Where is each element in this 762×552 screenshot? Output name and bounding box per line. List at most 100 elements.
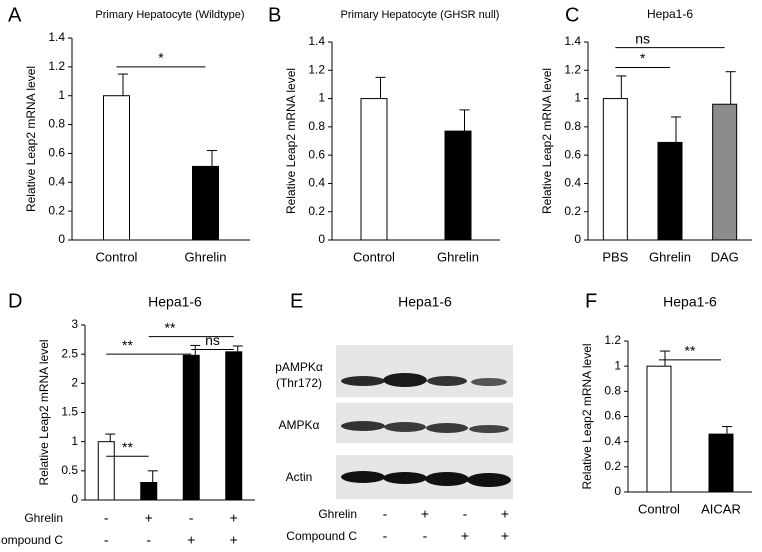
y-tick-label: 0.6 xyxy=(308,147,325,161)
panel-letter: B xyxy=(268,4,281,26)
significance-label: ns xyxy=(635,30,650,46)
bar xyxy=(657,141,683,241)
panel-title: Hepa1-6 xyxy=(663,294,717,310)
y-tick-label: 1.4 xyxy=(48,30,65,44)
y-tick-label: 1.2 xyxy=(564,62,581,76)
significance-label: ** xyxy=(122,439,133,455)
x-tick-label: PBS xyxy=(602,249,628,264)
y-tick-label: 0 xyxy=(318,232,325,246)
y-tick-label: 0.8 xyxy=(48,117,65,131)
y-tick-label: 1 xyxy=(318,91,325,105)
treatment-label: Ghrelin xyxy=(24,511,63,525)
y-tick-label: 0.6 xyxy=(564,147,581,161)
y-tick-label: 0.8 xyxy=(564,119,581,133)
bar xyxy=(225,351,243,501)
significance-label: ns xyxy=(205,332,220,348)
blot-row-label: Actin xyxy=(286,470,313,484)
y-tick-label: 0 xyxy=(574,232,581,246)
treatment-sign: - xyxy=(146,532,151,548)
bar xyxy=(646,365,672,493)
y-axis-label: Relative Leap2 mRNA level xyxy=(24,66,38,212)
significance-label: * xyxy=(158,50,164,66)
bar xyxy=(182,354,200,501)
panel-title: Primary Hepatocyte (GHSR null) xyxy=(341,9,500,21)
treatment-sign: - xyxy=(189,510,194,526)
treatment-sign: + xyxy=(421,506,429,522)
y-tick-label: 1.4 xyxy=(564,34,581,48)
y-tick-label: 2 xyxy=(71,376,78,390)
bar xyxy=(140,482,158,501)
treatment-label: Compound C xyxy=(286,529,357,543)
y-tick-label: 2.5 xyxy=(61,346,78,360)
x-tick-label: Control xyxy=(96,249,138,264)
significance-label: ** xyxy=(165,319,176,335)
panel-title: Hepa1-6 xyxy=(148,294,202,310)
bar xyxy=(708,433,734,493)
x-tick-label: Ghrelin xyxy=(437,249,479,264)
x-tick-label: Control xyxy=(353,249,395,264)
y-tick-label: 3 xyxy=(71,317,78,331)
blot-row-label: pAMPKα xyxy=(275,360,323,374)
panel-letter: C xyxy=(565,4,579,26)
y-tick-label: 0.4 xyxy=(308,176,325,190)
panel-title: Hepa1-6 xyxy=(647,7,693,21)
treatment-sign: - xyxy=(463,506,468,522)
blot-row-label: (Thr172) xyxy=(276,376,322,390)
panel-title: Primary Hepatocyte (Wildtype) xyxy=(95,9,244,21)
significance-label: ** xyxy=(685,343,696,359)
y-tick-label: 0.2 xyxy=(564,204,581,218)
y-tick-label: 1.2 xyxy=(604,333,621,347)
significance-label: * xyxy=(640,50,646,66)
x-tick-label: Ghrelin xyxy=(185,249,227,264)
bar xyxy=(103,95,130,241)
y-tick-label: 0 xyxy=(58,232,65,246)
treatment-sign: + xyxy=(230,532,238,548)
x-tick-label: Ghrelin xyxy=(649,249,691,264)
x-tick-label: AICAR xyxy=(701,501,741,516)
y-tick-label: 1.4 xyxy=(308,34,325,48)
y-tick-label: 1.2 xyxy=(308,62,325,76)
bar xyxy=(602,98,628,241)
y-tick-label: 1 xyxy=(58,88,65,102)
panel-letter: E xyxy=(290,290,303,312)
y-axis-label: Relative Leap2 mRNA level xyxy=(284,68,298,214)
y-tick-label: 0.6 xyxy=(48,146,65,160)
y-tick-label: 0 xyxy=(71,492,78,506)
y-tick-label: 0.2 xyxy=(308,204,325,218)
y-tick-label: 0 xyxy=(614,484,621,498)
y-axis-label: Relative Leap2 mRNA level xyxy=(540,68,554,214)
y-axis-label: Relative Leap2 mRNA level xyxy=(580,343,594,489)
treatment-label: Compound C xyxy=(0,533,63,547)
y-tick-label: 0.5 xyxy=(61,463,78,477)
bar xyxy=(97,441,115,501)
panel-letter: D xyxy=(8,290,22,312)
treatment-sign: - xyxy=(104,532,109,548)
y-tick-label: 0.6 xyxy=(604,409,621,423)
y-tick-label: 0.2 xyxy=(604,459,621,473)
x-tick-label: DAG xyxy=(711,249,739,264)
y-axis-label: Relative Leap2 mRNA level xyxy=(37,339,51,485)
panel-title: Hepa1-6 xyxy=(398,294,452,310)
x-tick-label: Control xyxy=(638,501,680,516)
y-tick-label: 0.4 xyxy=(564,176,581,190)
treatment-sign: + xyxy=(501,506,509,522)
treatment-sign: + xyxy=(187,532,195,548)
blot-row-label: AMPKα xyxy=(279,418,320,432)
treatment-sign: + xyxy=(230,510,238,526)
y-tick-label: 0.2 xyxy=(48,203,65,217)
treatment-sign: - xyxy=(383,528,388,544)
y-tick-label: 0.8 xyxy=(308,119,325,133)
treatment-sign: - xyxy=(423,528,428,544)
treatment-sign: + xyxy=(461,528,469,544)
y-tick-label: 1 xyxy=(574,91,581,105)
treatment-sign: - xyxy=(383,506,388,522)
y-tick-label: 0.8 xyxy=(604,384,621,398)
bar xyxy=(192,165,219,241)
y-tick-label: 1 xyxy=(71,434,78,448)
y-tick-label: 1.2 xyxy=(48,59,65,73)
y-tick-label: 0.4 xyxy=(604,434,621,448)
y-tick-label: 0.4 xyxy=(48,174,65,188)
panel-letter: A xyxy=(8,4,22,26)
significance-label: ** xyxy=(122,337,133,353)
